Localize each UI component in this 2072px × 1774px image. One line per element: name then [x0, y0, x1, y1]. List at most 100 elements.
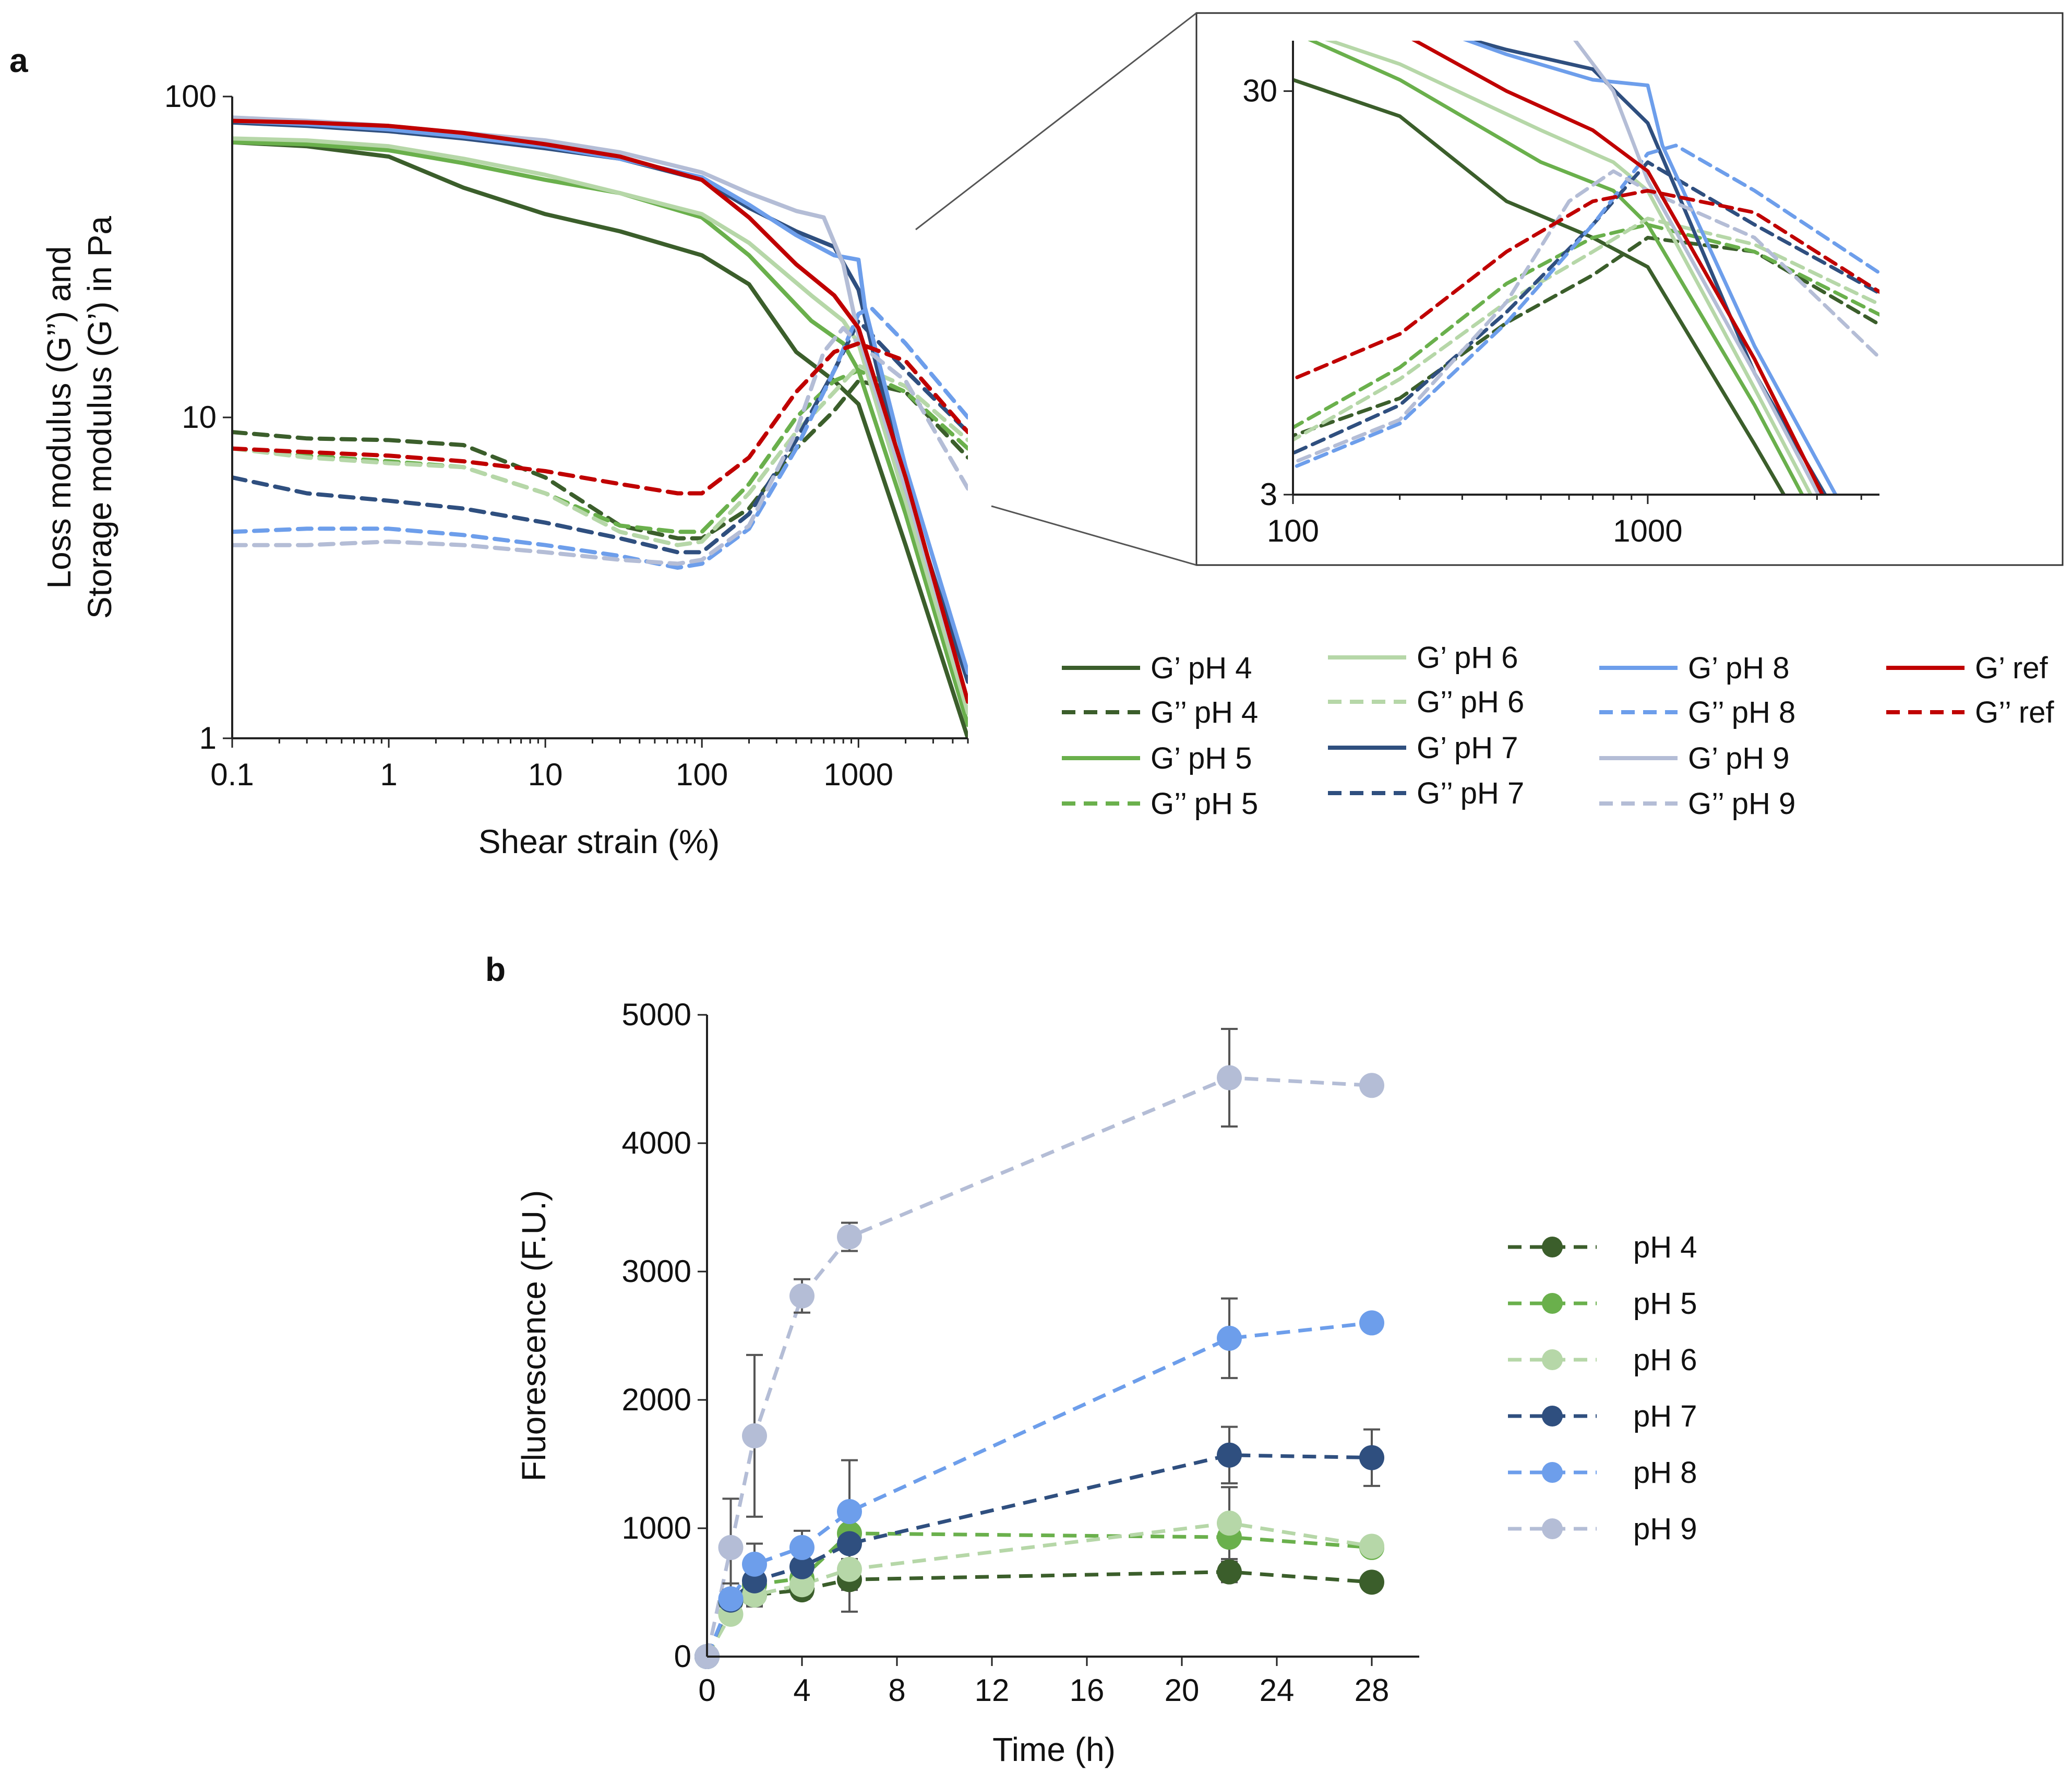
panel-a-legend-label: G’’ pH 6	[1417, 685, 1524, 719]
panel-b-y-tick-label: 2000	[622, 1382, 691, 1417]
inset-x-tick-label: 100	[1267, 513, 1319, 548]
panel-a-legend-label: G’ pH 7	[1417, 731, 1518, 765]
panel-b-data-point	[789, 1535, 815, 1560]
panel-a-legend-label: G’’ ref	[1975, 696, 2054, 729]
panel-b-series	[694, 1028, 1384, 1669]
panel-a-y-title: Loss modulus (G’’) and Storage modulus (…	[40, 216, 118, 619]
panel-b-y-title: Fluorescence (F.U.)	[515, 1190, 553, 1481]
inset-series-line-3	[1293, 223, 1879, 429]
panel-b-legend-label: pH 5	[1633, 1287, 1697, 1321]
inset-series-line-0	[1293, 78, 1786, 495]
panel-b-legend-marker	[1542, 1406, 1563, 1427]
panel-b-data-point	[1217, 1442, 1242, 1468]
inset-series-line-9	[1293, 143, 1879, 470]
panel-a-x-tick-label: 1000	[824, 757, 893, 792]
panel-a-series-line-8	[232, 118, 968, 675]
inset-series	[1293, 41, 1879, 495]
panel-b-x-tick-label: 20	[1165, 1673, 1200, 1708]
panel-b-data-point	[1359, 1569, 1384, 1595]
panel-b-data-point	[1359, 1445, 1384, 1470]
panel-a-x-tick-label: 10	[528, 757, 563, 792]
panel-a-label: a	[9, 42, 28, 79]
panel-a-series-line-13	[232, 341, 968, 496]
panel-a-y-title-line-1: Loss modulus (G’’) and	[40, 246, 78, 589]
panel-b-y-tick-label: 4000	[622, 1125, 691, 1160]
panel-b-y-tick-label: 0	[674, 1639, 691, 1674]
panel-b-data-point	[789, 1572, 815, 1598]
panel-b-data-point	[1359, 1310, 1384, 1336]
panel-b-data-point	[1217, 1559, 1242, 1585]
panel-b-data-point	[1217, 1511, 1242, 1536]
panel-a-series-line-0	[232, 140, 968, 738]
panel-b-y-tick-label: 5000	[622, 997, 691, 1032]
panel-b-data-point	[742, 1551, 767, 1577]
inset-x-tick-label: 1000	[1613, 513, 1682, 548]
panel-a-legend-label: G’ pH 5	[1151, 741, 1252, 775]
panel-a-y-tick-label: 1	[199, 721, 217, 756]
panel-b-data-point	[742, 1423, 767, 1448]
panel-b-label: b	[485, 951, 506, 988]
panel-a-legend-label: G’ pH 6	[1417, 641, 1518, 675]
panel-b-data-point	[1359, 1073, 1384, 1098]
panel-a-x-tick-label: 100	[676, 757, 728, 792]
panel-b-x-tick-label: 28	[1355, 1673, 1390, 1708]
panel-b-y-tick-label: 3000	[622, 1254, 691, 1289]
inset-y-tick-label: 3	[1260, 477, 1277, 512]
panel-b-legend-label: pH 6	[1633, 1343, 1697, 1377]
panel-b-legend-marker	[1542, 1237, 1563, 1257]
panel-b-x-tick-label: 24	[1260, 1673, 1295, 1708]
panel-a-series-line-1	[232, 378, 968, 541]
inset-series-line-1	[1293, 236, 1879, 438]
panel-a-legend-label: G’’ pH 9	[1688, 787, 1795, 821]
panel-b-data-point	[1217, 1325, 1242, 1351]
panel-a-series	[232, 115, 968, 738]
panel-a-inset: 100 1000 3 30	[915, 12, 2064, 566]
panel-b-data-point	[1217, 1065, 1242, 1090]
inset-connector-bottom	[991, 505, 1197, 566]
inset-series-line-12	[1411, 41, 1825, 495]
panel-b-x-title: Time (h)	[992, 1731, 1116, 1768]
panel-b-legend-label: pH 9	[1633, 1512, 1697, 1546]
panel-a-legend-label: G’ pH 4	[1151, 651, 1252, 685]
panel-b-x-tick-label: 16	[1070, 1673, 1105, 1708]
inset-axes: 100 1000 3 30	[1242, 74, 1862, 548]
panel-a-legend-label: G’ pH 9	[1688, 741, 1789, 775]
panel-a-series-line-5	[232, 363, 968, 547]
panel-b-chart: 0 4 8 12 16 20 24 28 0 1000 2000 3000 4000 5000 Time …	[515, 997, 1419, 1768]
inset-series-line-2	[1308, 41, 1804, 495]
panel-b-legend-marker	[1542, 1518, 1563, 1539]
panel-b-legend-label: pH 8	[1633, 1456, 1697, 1490]
panel-b-legend-marker	[1542, 1462, 1563, 1483]
panel-b-y-tick-label: 1000	[622, 1511, 691, 1545]
panel-b-data-point	[789, 1283, 815, 1309]
inset-series-line-7	[1293, 160, 1879, 456]
panel-a-x-tick-label: 0.1	[210, 757, 254, 792]
panel-b-axes: 0 4 8 12 16 20 24 28 0 1000 2000 3000 4000 5000	[622, 997, 1390, 1708]
panel-a-legend-label: G’ pH 8	[1688, 651, 1789, 685]
panel-b-x-tick-label: 0	[698, 1673, 715, 1708]
panel-b-data-point	[1359, 1533, 1384, 1559]
panel-b-legend: pH 4 pH 5 pH 6 pH 7 pH 8 pH 9	[1508, 1230, 1697, 1546]
inset-frame	[1195, 12, 2064, 566]
panel-a-series-line-12	[232, 118, 968, 704]
panel-b-data-point	[718, 1586, 744, 1612]
panel-b-legend-marker	[1542, 1293, 1563, 1314]
panel-b-data-point	[837, 1556, 862, 1582]
panel-a-x-title: Shear strain (%)	[478, 823, 720, 860]
panel-b-data-point	[789, 1554, 815, 1579]
panel-a-legend-label: G’’ pH 7	[1417, 776, 1524, 810]
panel-a-legend: G’ pH 4 G’’ pH 4 G’ pH 5 G’’ pH 5 G’ pH 6 G’’…	[1062, 641, 2054, 821]
panel-a-series-line-7	[232, 318, 968, 555]
inset-series-line-6	[1467, 41, 1827, 495]
panel-b-x-tick-label: 4	[793, 1673, 810, 1708]
panel-a-series-line-11	[232, 326, 968, 566]
panel-b-data-point	[837, 1499, 862, 1525]
panel-b-legend-marker	[1542, 1349, 1563, 1370]
panel-a-legend-label: G’’ pH 5	[1151, 787, 1258, 821]
panel-a-y-title-line-2: Storage modulus (G’) in Pa	[81, 216, 118, 619]
panel-a-series-line-9	[232, 305, 968, 570]
inset-series-line-11	[1293, 169, 1879, 465]
